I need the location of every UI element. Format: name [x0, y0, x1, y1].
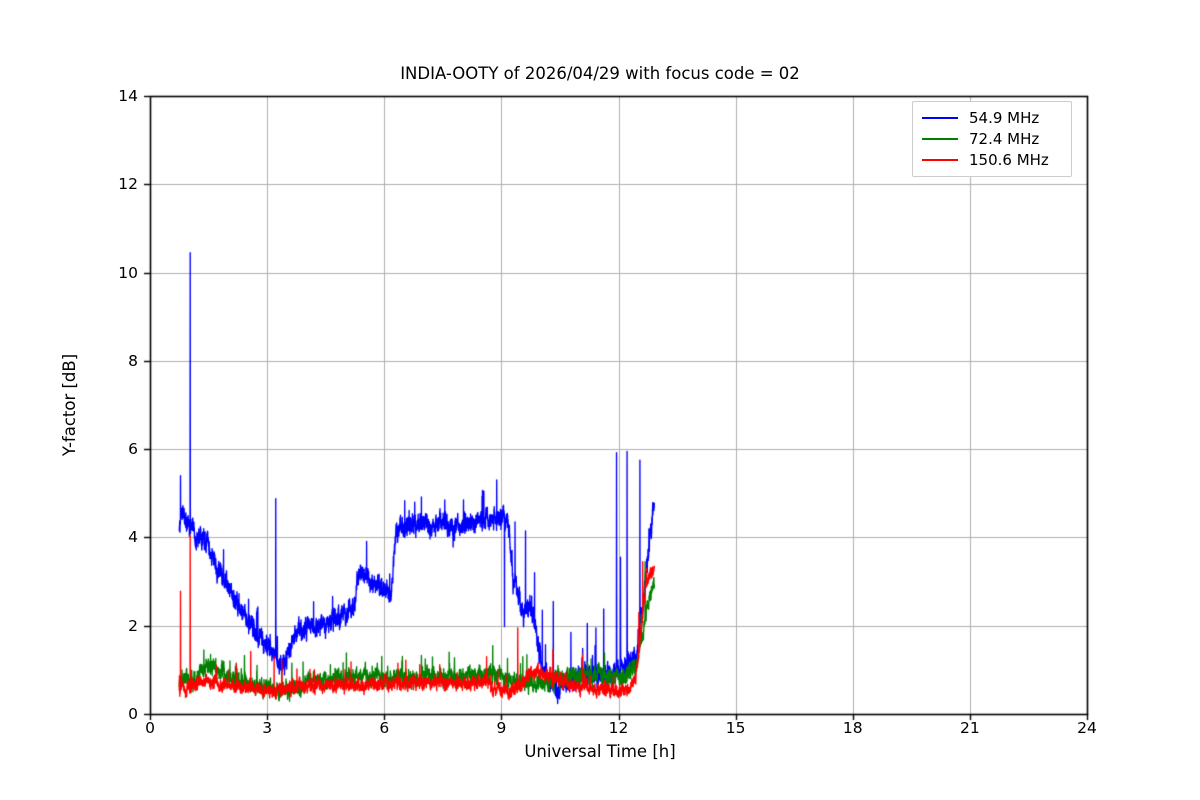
y-tick-label: 8 [128, 351, 138, 370]
chart-title: INDIA-OOTY of 2026/04/29 with focus code… [400, 64, 800, 83]
x-tick-label: 24 [1077, 719, 1097, 737]
x-tick-label: 21 [960, 719, 980, 737]
x-axis-label: Universal Time [h] [524, 742, 676, 761]
legend-entry: 72.4 MHz [913, 128, 1071, 149]
y-tick-label: 10 [118, 263, 138, 282]
x-tick-label: 18 [842, 719, 863, 737]
legend-label: 72.4 MHz [969, 129, 1040, 148]
y-tick-label: 0 [128, 705, 138, 723]
legend-entry: 150.6 MHz [913, 149, 1071, 170]
y-tick-label: 12 [118, 175, 138, 194]
y-axis-label: Y-factor [dB] [60, 353, 79, 457]
x-tick-label: 6 [379, 719, 390, 737]
legend-entry: 54.9 MHz [913, 107, 1071, 128]
legend-color-swatch [922, 116, 958, 119]
x-tick-label: 12 [608, 719, 629, 737]
chart-legend: 54.9 MHz 72.4 MHz 150.6 MHz [912, 101, 1072, 177]
y-tick-label: 2 [128, 616, 138, 635]
y-tick-label: 6 [128, 440, 138, 459]
y-tick-label: 4 [128, 528, 138, 547]
y-tick-label: 14 [118, 87, 138, 105]
legend-color-swatch [922, 158, 958, 161]
legend-label: 54.9 MHz [969, 108, 1040, 127]
legend-color-swatch [922, 137, 958, 140]
x-tick-label: 3 [262, 719, 273, 737]
legend-label: 150.6 MHz [969, 150, 1049, 169]
x-tick-label: 0 [145, 719, 155, 737]
x-tick-label: 15 [725, 719, 746, 737]
x-tick-label: 9 [496, 719, 507, 737]
